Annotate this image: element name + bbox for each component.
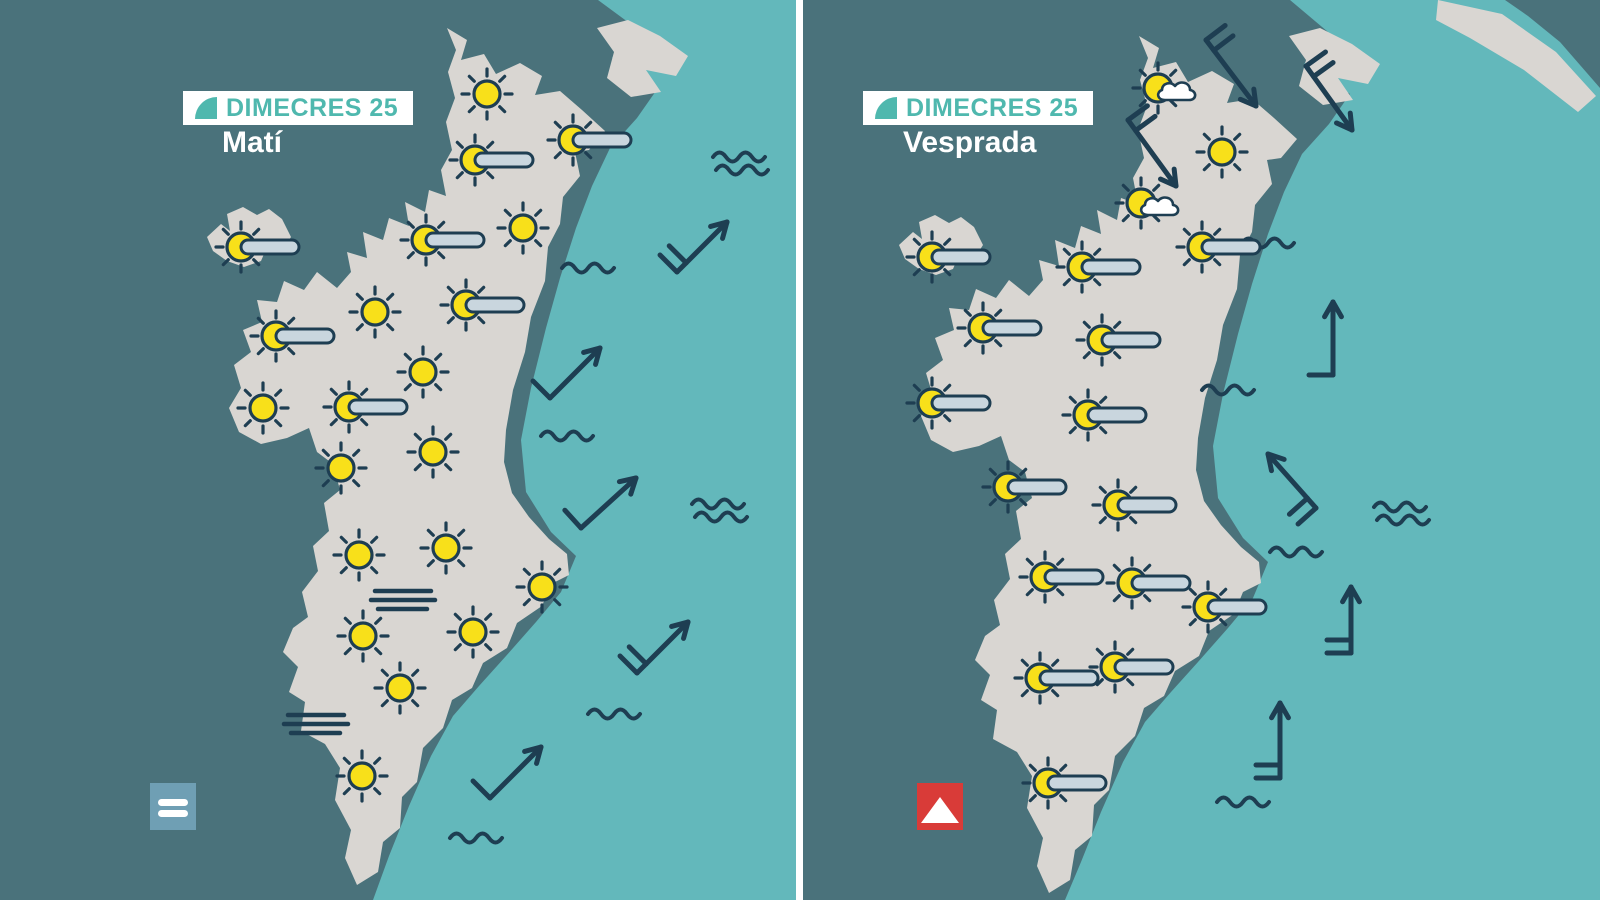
sun-thermometer-icon xyxy=(1088,640,1175,694)
panel-mati-map xyxy=(0,0,797,900)
sun-thermometer-icon xyxy=(214,220,301,274)
right-top-corner-land xyxy=(1505,0,1600,88)
sun-thermometer-icon xyxy=(439,278,526,332)
wind-arrow-icon xyxy=(562,475,639,531)
sun-thermometer-icon xyxy=(905,230,992,284)
sun-thermometer-icon xyxy=(1018,550,1105,604)
channel-logo-icon xyxy=(875,97,897,119)
sun-thermometer-icon xyxy=(1013,651,1100,705)
wind-arrow-icon xyxy=(1253,700,1291,781)
fog-icon xyxy=(281,712,351,736)
wind-arrow-icon xyxy=(1265,451,1319,527)
waves-icon xyxy=(1372,500,1431,527)
wind-arrow-icon xyxy=(1203,23,1259,109)
date-label: DIMECRES 25 xyxy=(226,93,399,122)
sun-thermometer-icon xyxy=(448,133,535,187)
date-badge-mati: DIMECRES 25 xyxy=(183,91,413,125)
waves-icon xyxy=(586,707,642,721)
sun-icon xyxy=(336,609,390,663)
sun-thermometer-icon xyxy=(1075,313,1162,367)
sun-icon xyxy=(496,201,550,255)
sun-thermometer-icon xyxy=(399,213,486,267)
sun-icon xyxy=(314,441,368,495)
waves-icon xyxy=(711,150,770,177)
sun-cloud-icon xyxy=(1131,61,1197,115)
wind-arrow-icon xyxy=(1324,584,1362,656)
left-sea xyxy=(373,0,797,900)
wind-arrow-icon xyxy=(1125,103,1179,189)
vesprada-weather-icons xyxy=(905,23,1431,810)
left-delta-coast xyxy=(597,20,688,97)
fog-bar-icon xyxy=(158,799,188,806)
sun-thermometer-icon xyxy=(1091,478,1178,532)
wind-arrow-icon xyxy=(1303,49,1355,133)
sun-thermometer-icon xyxy=(1021,756,1108,810)
mati-weather-icons xyxy=(214,67,770,845)
sun-thermometer-icon xyxy=(1105,556,1192,610)
fog-icon xyxy=(368,588,438,612)
sun-thermometer-icon xyxy=(1061,388,1148,442)
sun-icon xyxy=(460,67,514,121)
wind-arrow-icon xyxy=(617,619,691,676)
sun-icon xyxy=(515,560,569,614)
channel-logo-icon xyxy=(195,97,217,119)
panel-vesprada-map xyxy=(803,0,1600,900)
fog-warning-badge xyxy=(150,783,196,830)
sun-thermometer-icon xyxy=(1055,240,1142,294)
sun-thermometer-icon xyxy=(1175,220,1262,274)
right-sea xyxy=(1065,0,1600,900)
waves-icon xyxy=(690,497,749,524)
waves-icon xyxy=(539,429,595,443)
wind-arrow-icon xyxy=(530,345,603,401)
wind-arrow-icon xyxy=(657,219,730,275)
triangle-icon xyxy=(921,797,959,823)
fog-bar-icon xyxy=(158,810,188,817)
sun-icon xyxy=(446,605,500,659)
sun-thermometer-icon xyxy=(905,376,992,430)
date-badge-vesprada: DIMECRES 25 xyxy=(863,91,1093,125)
sun-icon xyxy=(348,285,402,339)
sun-thermometer-icon xyxy=(1181,580,1268,634)
panel-subtitle-mati: Matí xyxy=(222,126,282,159)
right-coast-strip xyxy=(1436,0,1596,112)
sun-thermometer-icon xyxy=(956,301,1043,355)
waves-icon xyxy=(1268,545,1324,559)
mountain-warning-badge xyxy=(917,783,963,830)
waves-icon xyxy=(560,261,616,275)
waves-icon xyxy=(1215,795,1271,809)
wind-arrow-icon xyxy=(1306,299,1344,378)
sun-thermometer-icon xyxy=(981,460,1068,514)
sun-icon xyxy=(396,345,450,399)
sun-icon xyxy=(236,381,290,435)
date-label: DIMECRES 25 xyxy=(906,93,1079,122)
sun-icon xyxy=(406,425,460,479)
waves-icon xyxy=(1200,383,1256,397)
panel-subtitle-vesprada: Vesprada xyxy=(903,126,1037,159)
sun-icon xyxy=(335,749,389,803)
sun-cloud-icon xyxy=(1114,176,1180,230)
waves-icon xyxy=(448,831,504,845)
sun-icon xyxy=(332,528,386,582)
sun-thermometer-icon xyxy=(249,309,336,363)
wind-arrow-icon xyxy=(470,744,544,801)
sun-thermometer-icon xyxy=(546,113,633,167)
sun-thermometer-icon xyxy=(322,380,409,434)
right-delta-coast xyxy=(1289,28,1380,105)
sun-icon xyxy=(419,521,473,575)
sun-icon xyxy=(1195,125,1249,179)
panel-divider xyxy=(796,0,803,900)
sun-icon xyxy=(373,661,427,715)
